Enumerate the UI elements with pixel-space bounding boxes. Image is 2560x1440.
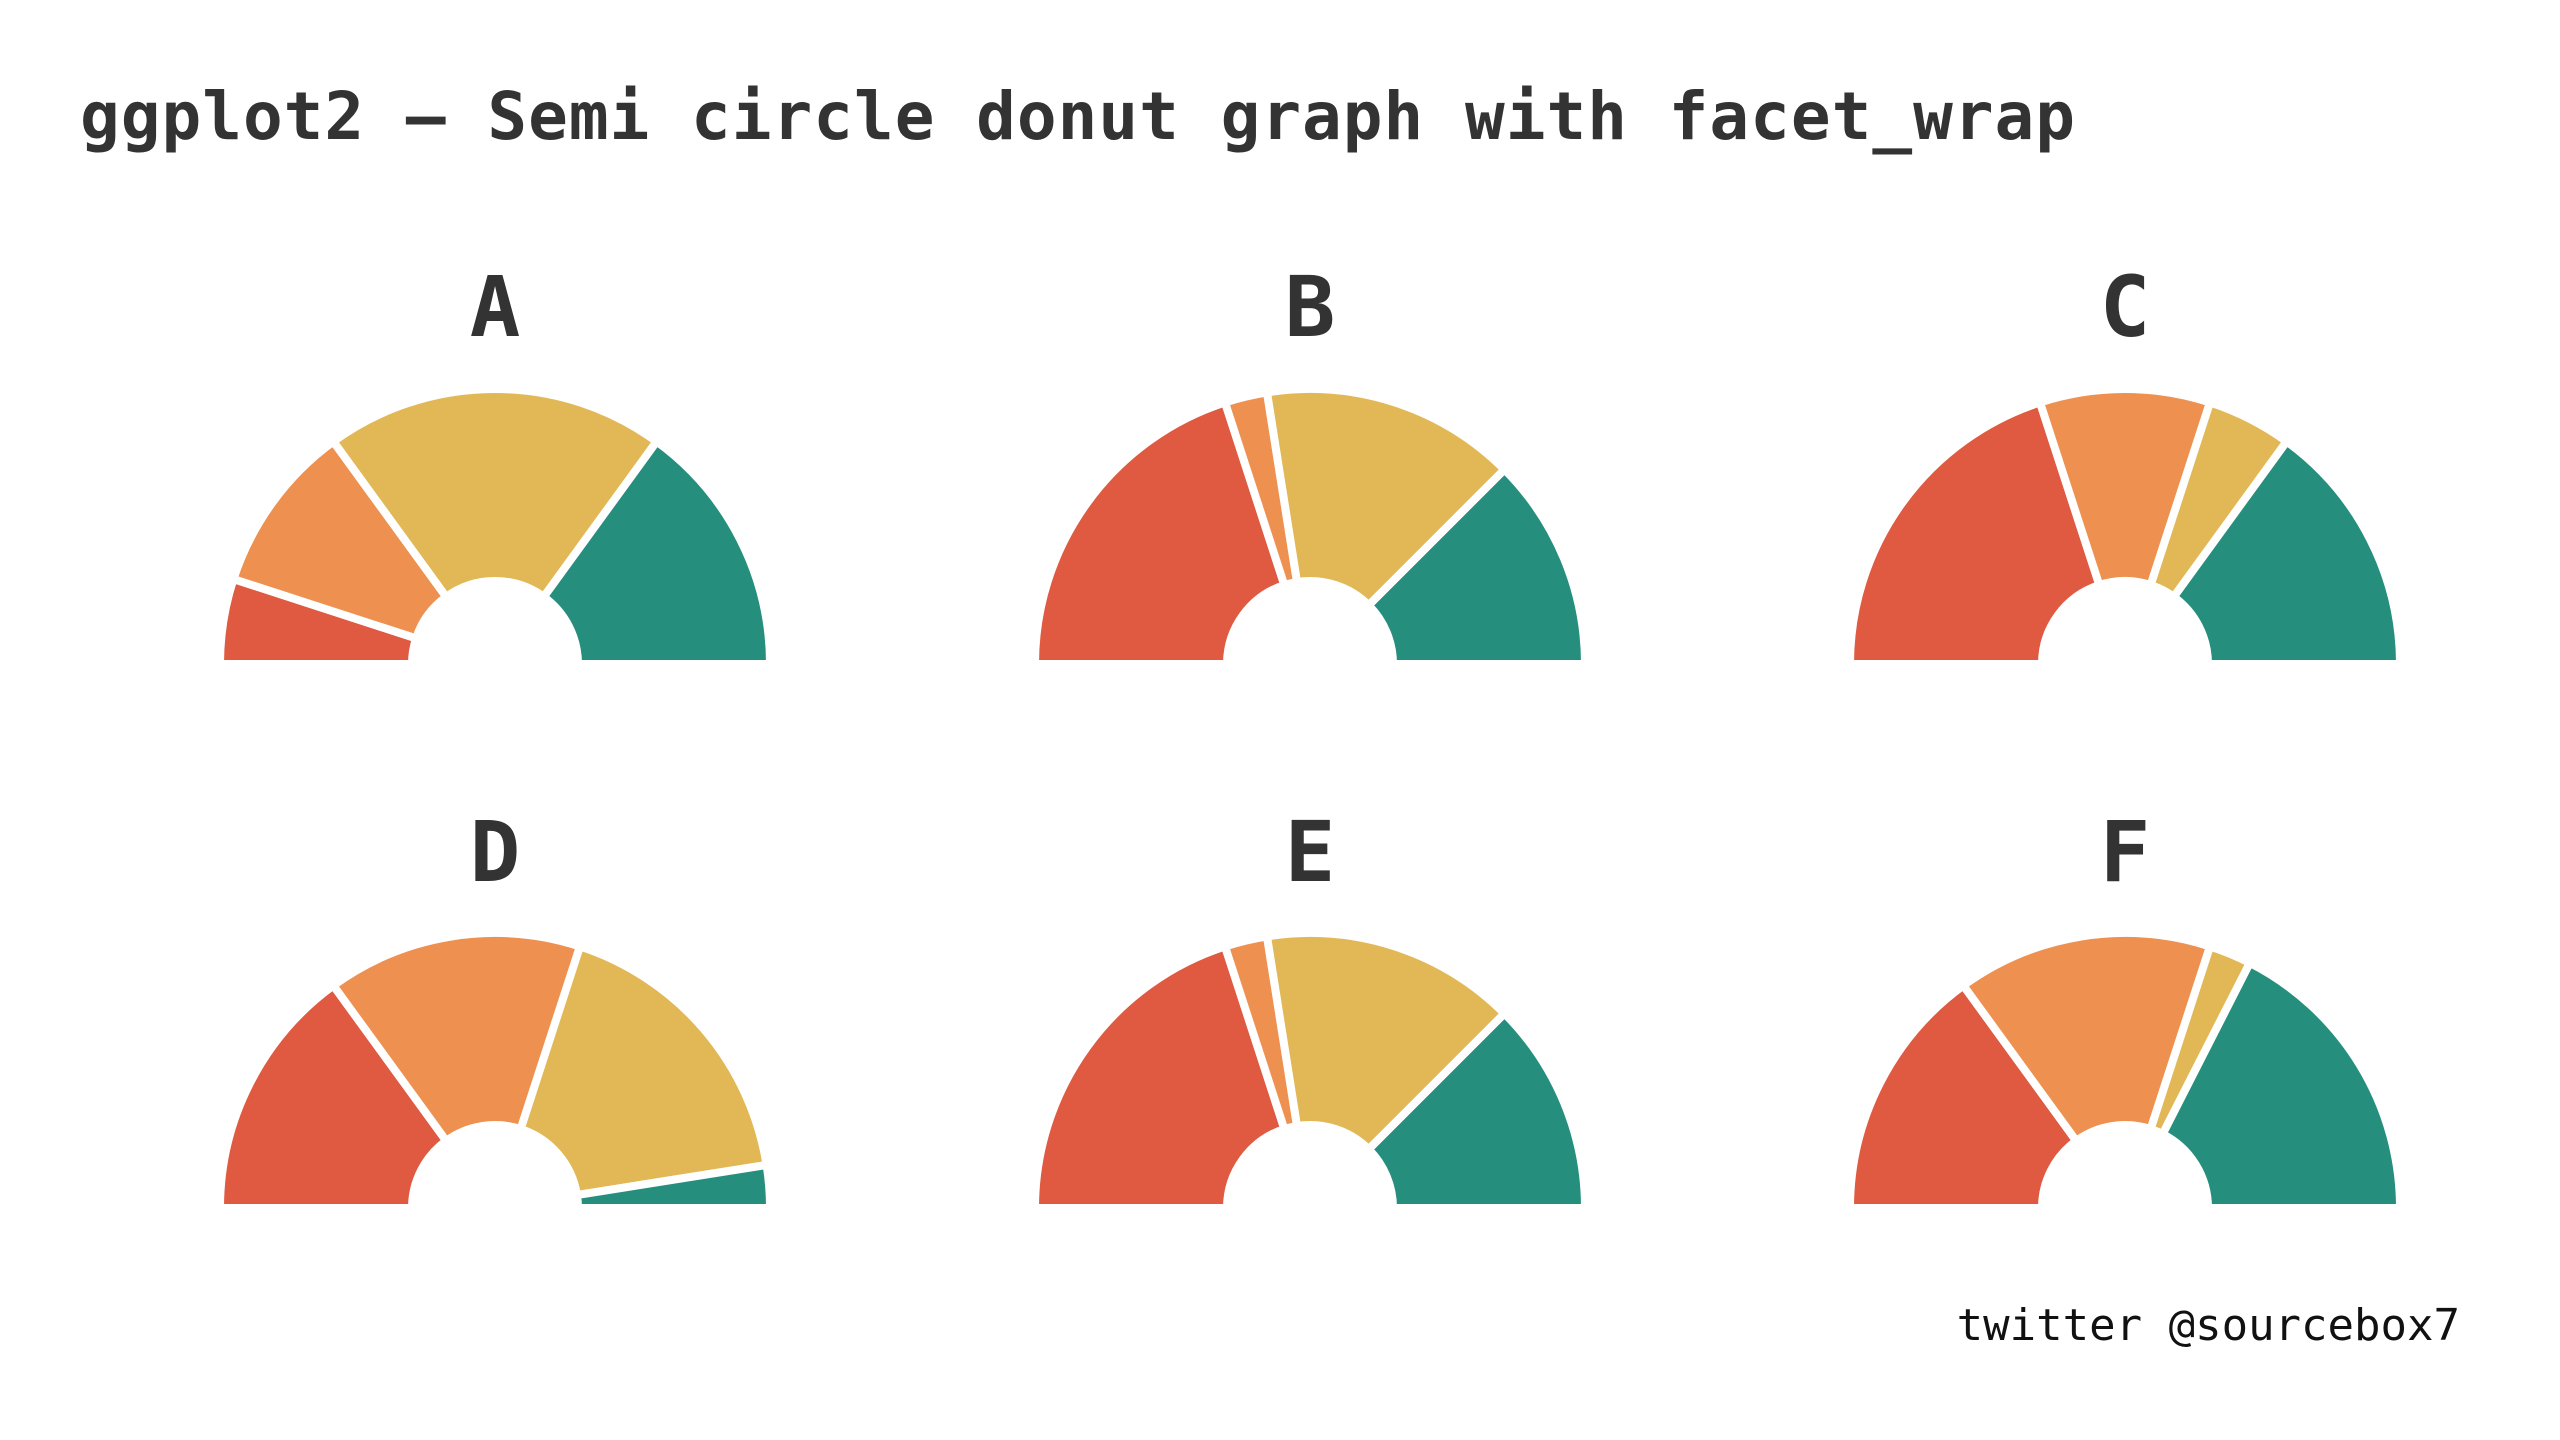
facet-label: D bbox=[470, 803, 521, 901]
donut-segment bbox=[572, 1160, 775, 1212]
page-title: ggplot2 – Semi circle donut graph with f… bbox=[80, 78, 2077, 155]
donut-segment bbox=[1262, 385, 1511, 611]
donut-segment bbox=[2034, 385, 2216, 591]
facet-panels: A B C D E F bbox=[215, 258, 2405, 1212]
facet-panel-c: C bbox=[1845, 258, 2405, 668]
caption: twitter @sourcebox7 bbox=[1956, 1300, 2460, 1351]
facet-label: C bbox=[2100, 258, 2151, 356]
donut-segment bbox=[515, 941, 772, 1200]
donut-segment bbox=[228, 435, 452, 644]
donut-segment bbox=[327, 929, 586, 1147]
facet-panel-f: F bbox=[1845, 803, 2405, 1212]
facet-label: B bbox=[1285, 258, 1336, 356]
facet-label: E bbox=[1285, 803, 1336, 901]
donut-segment bbox=[1957, 929, 2216, 1147]
donut-segment bbox=[538, 435, 775, 668]
donut-segment bbox=[1262, 929, 1511, 1155]
donut-segment bbox=[2157, 957, 2405, 1212]
donut-segment bbox=[1845, 397, 2105, 668]
facet-panel-d: D bbox=[215, 803, 775, 1212]
facet-panel-b: B bbox=[1030, 258, 1590, 668]
donut-segment bbox=[1363, 1007, 1590, 1212]
facet-label: F bbox=[2100, 803, 2151, 901]
facet-panel-a: A bbox=[215, 258, 775, 668]
donut-segment bbox=[327, 385, 663, 603]
donut-segment bbox=[215, 979, 452, 1212]
donut-segment bbox=[1363, 463, 1590, 668]
facet-panel-e: E bbox=[1030, 803, 1590, 1212]
donut-segment bbox=[1030, 941, 1290, 1212]
donut-segment bbox=[1845, 979, 2082, 1212]
donut-segment bbox=[1030, 397, 1290, 668]
donut-segment bbox=[2168, 435, 2405, 668]
facet-label: A bbox=[470, 258, 521, 356]
